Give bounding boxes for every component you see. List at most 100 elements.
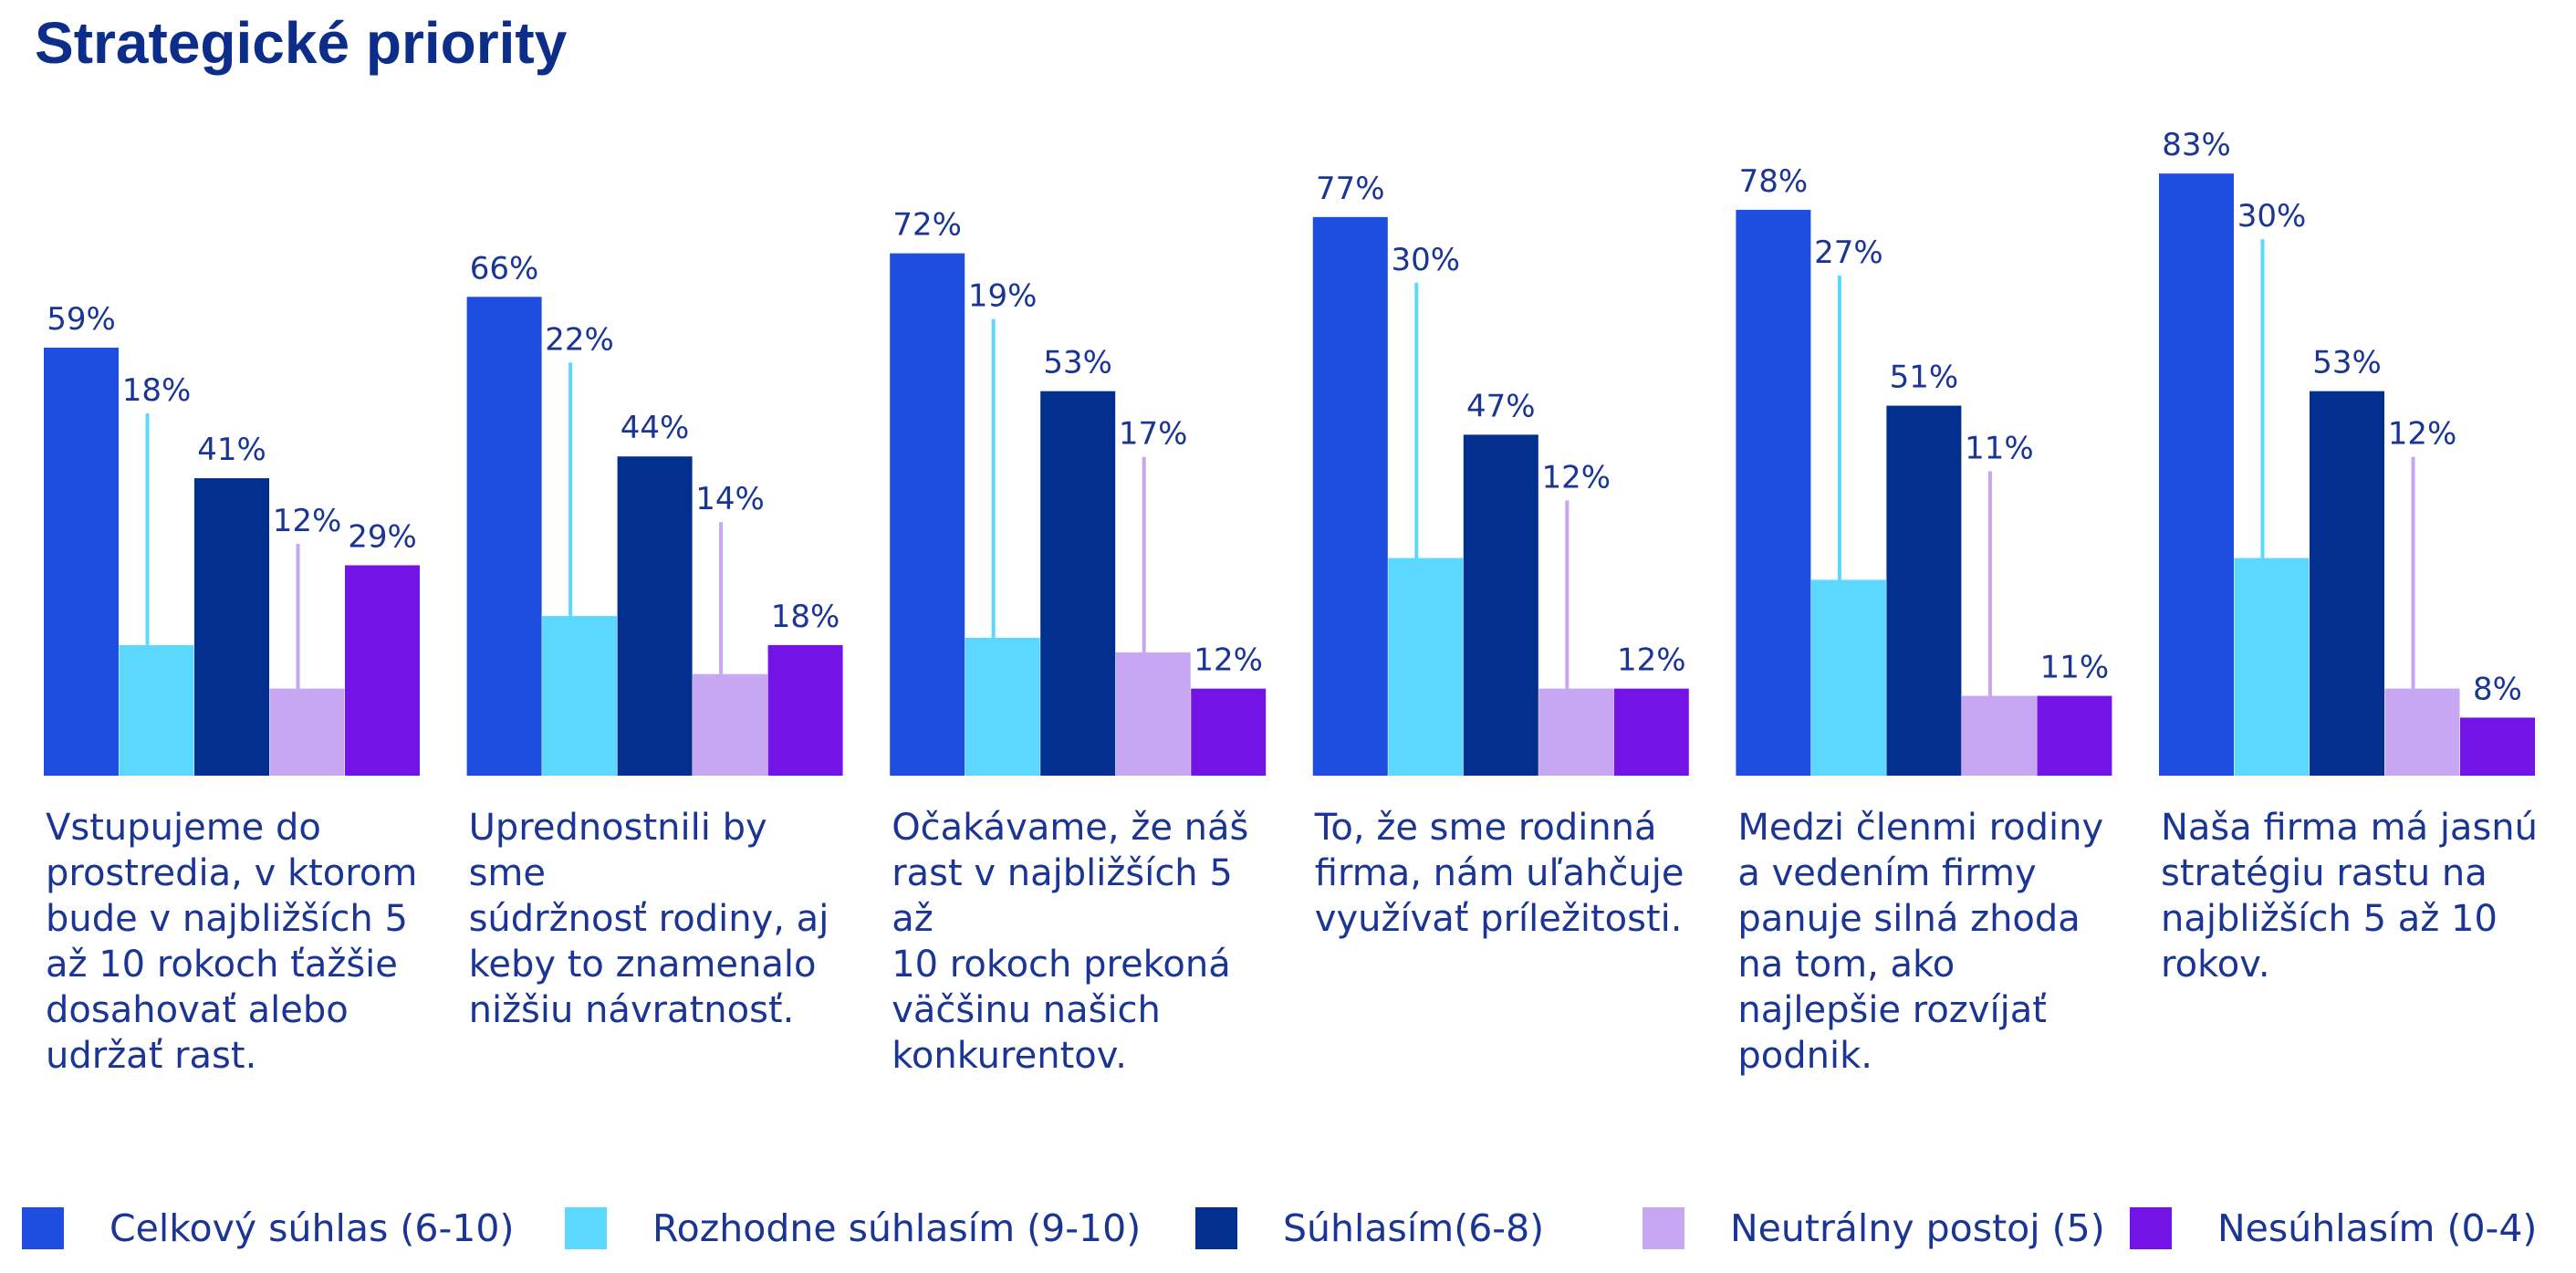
category-label-1: Vstupujeme do prostredia, v ktorom bude v … [46, 805, 429, 1079]
bar-4-series-3 [1463, 434, 1538, 776]
bar-chart: 59%18%41%12% 29%66%22%44%14%18%72%19%53%1… [44, 127, 2535, 777]
category-label-3: Očakávame, že náš rast v najbližších 5 až… [892, 805, 1275, 1079]
bar-5-series-5 [2037, 695, 2112, 776]
data-label-2-series-2: 22% [545, 321, 614, 358]
category-label-line: najlepšie rozvíjať [1737, 989, 2047, 1031]
data-label-3-series-4: 17% [1119, 416, 1188, 453]
data-label-6-series-1: 83% [2162, 127, 2231, 163]
category-label-line: bude v najbližších 5 [46, 898, 408, 940]
bar-5-series-2 [1810, 579, 1886, 776]
legend-swatch [1195, 1207, 1237, 1249]
legend-label: Nesúhlasím (0-4) [2217, 1206, 2538, 1250]
bar-5-series-1 [1736, 209, 1811, 776]
category-label-line: keby to znamenalo [468, 944, 817, 986]
category-label-line: rast v najbližších 5 až [892, 852, 1233, 940]
bar-4-series-4 [1538, 688, 1614, 776]
legend-item-4: Neutrálny postoj (5) [1643, 1203, 2105, 1254]
bar-4-series-2 [1388, 558, 1464, 776]
legend-swatch [22, 1207, 64, 1249]
legend-label: Súhlasím(6-8) [1283, 1206, 1545, 1250]
category-label-line: To, že sme rodinná [1314, 807, 1657, 849]
category-label-line: Vstupujeme do [46, 807, 321, 849]
bar-2-series-2 [542, 616, 618, 776]
bar-1-series-1 [44, 347, 119, 776]
legend-label: Rozhodne súhlasím (9-10) [652, 1206, 1142, 1250]
data-label-1-series-4: 12% [273, 503, 342, 539]
category-label-line: súdržnosť rodiny, aj [468, 898, 829, 940]
data-label-4-series-1: 77% [1316, 171, 1385, 207]
bar-2-series-3 [617, 456, 693, 776]
bar-4-series-1 [1312, 216, 1388, 777]
category-label-line: na tom, ako [1737, 944, 1955, 986]
category-label-line: väčšinu našich [892, 989, 1161, 1031]
data-label-5-series-5: 11% [2040, 650, 2110, 686]
bar-2-series-1 [466, 297, 542, 776]
bar-6-series-2 [2234, 558, 2310, 776]
data-label-3-series-3: 53% [1043, 345, 1112, 381]
legend-swatch [565, 1207, 607, 1249]
bar-5-series-4 [1961, 695, 2037, 776]
data-label-6-series-4: 12% [2388, 416, 2457, 453]
chart-title: Strategické priority [35, 10, 568, 76]
legend-label: Neutrálny postoj (5) [1730, 1206, 2105, 1250]
bar-6-series-1 [2159, 173, 2234, 776]
data-label-4-series-5: 12% [1617, 642, 1686, 679]
bar-6-series-3 [2310, 391, 2384, 776]
bar-3-series-1 [890, 253, 965, 777]
legend-item-5: Nesúhlasím (0-4) [2130, 1203, 2537, 1254]
category-label-line: až 10 rokoch ťažšie [46, 944, 398, 986]
category-label-line: Naša firma má jasnú [2161, 807, 2538, 849]
category-label-line: Očakávame, že náš [892, 807, 1249, 849]
chart-legend: Celkový súhlas (6-10) Rozhodne súhlasím (… [22, 1203, 2568, 1254]
category-label-line: konkurentov. [892, 1035, 1127, 1077]
bar-2-series-4 [693, 673, 768, 776]
data-label-5-series-2: 27% [1814, 235, 1883, 271]
data-label-3-series-2: 19% [968, 278, 1038, 315]
category-label-line: využívať príležitosti. [1314, 898, 1683, 940]
data-label-2-series-5: 18% [771, 599, 840, 635]
data-label-5-series-1: 78% [1739, 163, 1809, 200]
data-label-6-series-2: 30% [2237, 198, 2307, 235]
category-label-line: Medzi členmi rodiny [1737, 807, 2104, 849]
category-label-line: najbližších 5 až 10 [2161, 898, 2498, 940]
bar-2-series-5 [767, 644, 843, 776]
legend-swatch [1643, 1207, 1684, 1249]
category-label-line: prostredia, v ktorom [46, 852, 418, 894]
data-label-3-series-1: 72% [892, 207, 962, 244]
category-label-4: To, že sme rodinná firma, nám uľahčuje vyu… [1315, 805, 1698, 942]
category-label-line: panuje silná zhoda [1737, 898, 2081, 940]
data-label-1-series-3: 41% [197, 432, 266, 468]
data-label-4-series-3: 47% [1466, 388, 1536, 424]
bar-1-series-4 [269, 688, 345, 776]
data-label-1-series-2: 18% [122, 372, 192, 409]
bar-1-series-3 [194, 478, 269, 776]
data-label-4-series-2: 30% [1392, 242, 1461, 278]
legend-item-2: Rozhodne súhlasím (9-10) [565, 1203, 1141, 1254]
category-label-2: Uprednostnili by sme súdržnosť rodiny, aj… [469, 805, 852, 1033]
category-label-line: nižšiu návratnosť. [468, 989, 795, 1031]
data-label-3-series-5: 12% [1194, 642, 1263, 679]
bar-6-series-5 [2460, 717, 2535, 776]
data-label-2-series-4: 14% [695, 481, 765, 517]
category-label-line: rokov. [2161, 944, 2270, 986]
data-label-4-series-4: 12% [1542, 459, 1611, 496]
category-label-6: Naša firma má jasnú stratégiu rastu na naj… [2161, 805, 2544, 987]
data-label-5-series-4: 11% [1965, 431, 2034, 467]
data-label-6-series-5: 8% [2473, 671, 2522, 707]
category-label-line: firma, nám uľahčuje [1314, 852, 1684, 894]
data-label-5-series-3: 51% [1890, 360, 1959, 396]
category-label-5: Medzi členmi rodiny a vedením firmy panuje… [1737, 805, 2121, 1079]
data-label-1-series-1: 59% [47, 301, 116, 338]
data-label-1-series-5: 29% [348, 518, 417, 555]
bar-1-series-2 [119, 644, 194, 776]
category-label-line: dosahovať alebo [46, 989, 349, 1031]
category-label-line: stratégiu rastu na [2161, 852, 2487, 894]
category-label-line: udržať rast. [46, 1035, 257, 1077]
category-label-line: 10 rokoch prekoná [892, 944, 1231, 986]
legend-item-3: Súhlasím(6-8) [1195, 1203, 1544, 1254]
legend-item-1: Celkový súhlas (6-10) [22, 1203, 514, 1254]
data-label-2-series-1: 66% [470, 250, 539, 287]
bar-4-series-5 [1613, 688, 1689, 776]
category-label-line: Uprednostnili by sme [468, 807, 767, 894]
bar-6-series-4 [2384, 688, 2460, 776]
